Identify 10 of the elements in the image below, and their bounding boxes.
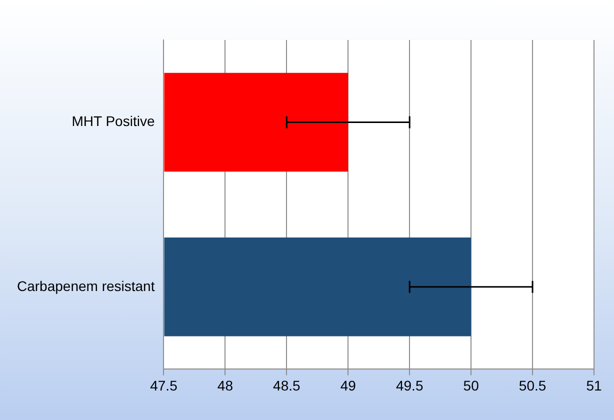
y-tick-label: MHT Positive (72, 113, 155, 130)
x-tick-label: 51 (586, 377, 602, 394)
x-tick-label: 48.5 (273, 377, 301, 394)
x-tick-label: 49 (340, 377, 356, 394)
x-tick-label: 49.5 (396, 377, 424, 394)
x-tick-label: 48 (217, 377, 234, 394)
y-tick-label: Carbapenem resistant (16, 278, 155, 294)
x-tick-label: 47.5 (150, 377, 178, 394)
x-tick-label: 50.5 (518, 377, 546, 394)
x-tick-label: 50 (463, 377, 480, 394)
